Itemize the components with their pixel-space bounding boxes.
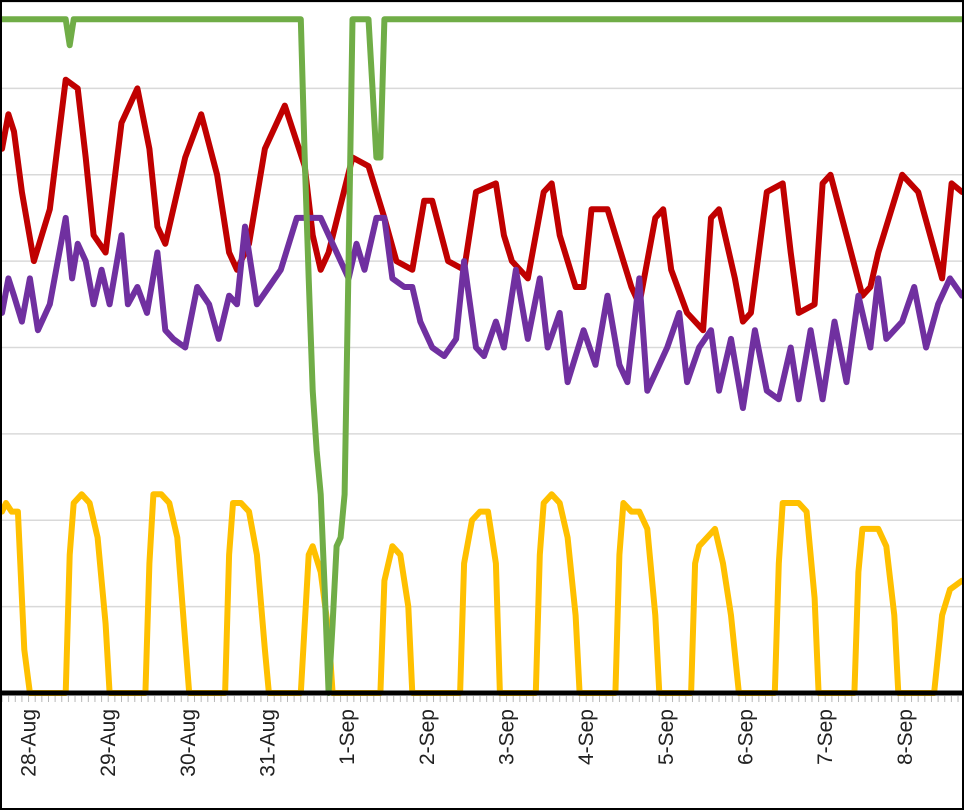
- series-line-red: [2, 76, 962, 334]
- x-tick-label: 31-Aug: [256, 709, 279, 777]
- minor-ticks: [2, 696, 959, 702]
- gridlines: [2, 2, 962, 608]
- x-tick-labels: 28-Aug 29-Aug 30-Aug 31-Aug 1-Sep 2-Sep 3-Sep 4…: [17, 709, 916, 777]
- series-line-yellow: [2, 491, 962, 696]
- x-tick-label: 7-Sep: [814, 709, 837, 765]
- x-tick-label: 4-Sep: [575, 709, 598, 765]
- x-tick-label: 6-Sep: [734, 709, 757, 765]
- x-tick-label: 8-Sep: [894, 709, 917, 765]
- x-tick-label: 1-Sep: [336, 709, 359, 765]
- series-line-purple: [2, 214, 962, 411]
- series-line-green: [2, 16, 962, 696]
- x-tick-label: 5-Sep: [655, 709, 678, 765]
- x-tick-label: 28-Aug: [17, 709, 40, 777]
- x-tick-label: 2-Sep: [416, 709, 439, 765]
- x-tick-label: 3-Sep: [495, 709, 518, 765]
- x-tick-label: 29-Aug: [97, 709, 120, 777]
- series-lines: [2, 16, 962, 696]
- x-tick-label: 30-Aug: [177, 709, 200, 777]
